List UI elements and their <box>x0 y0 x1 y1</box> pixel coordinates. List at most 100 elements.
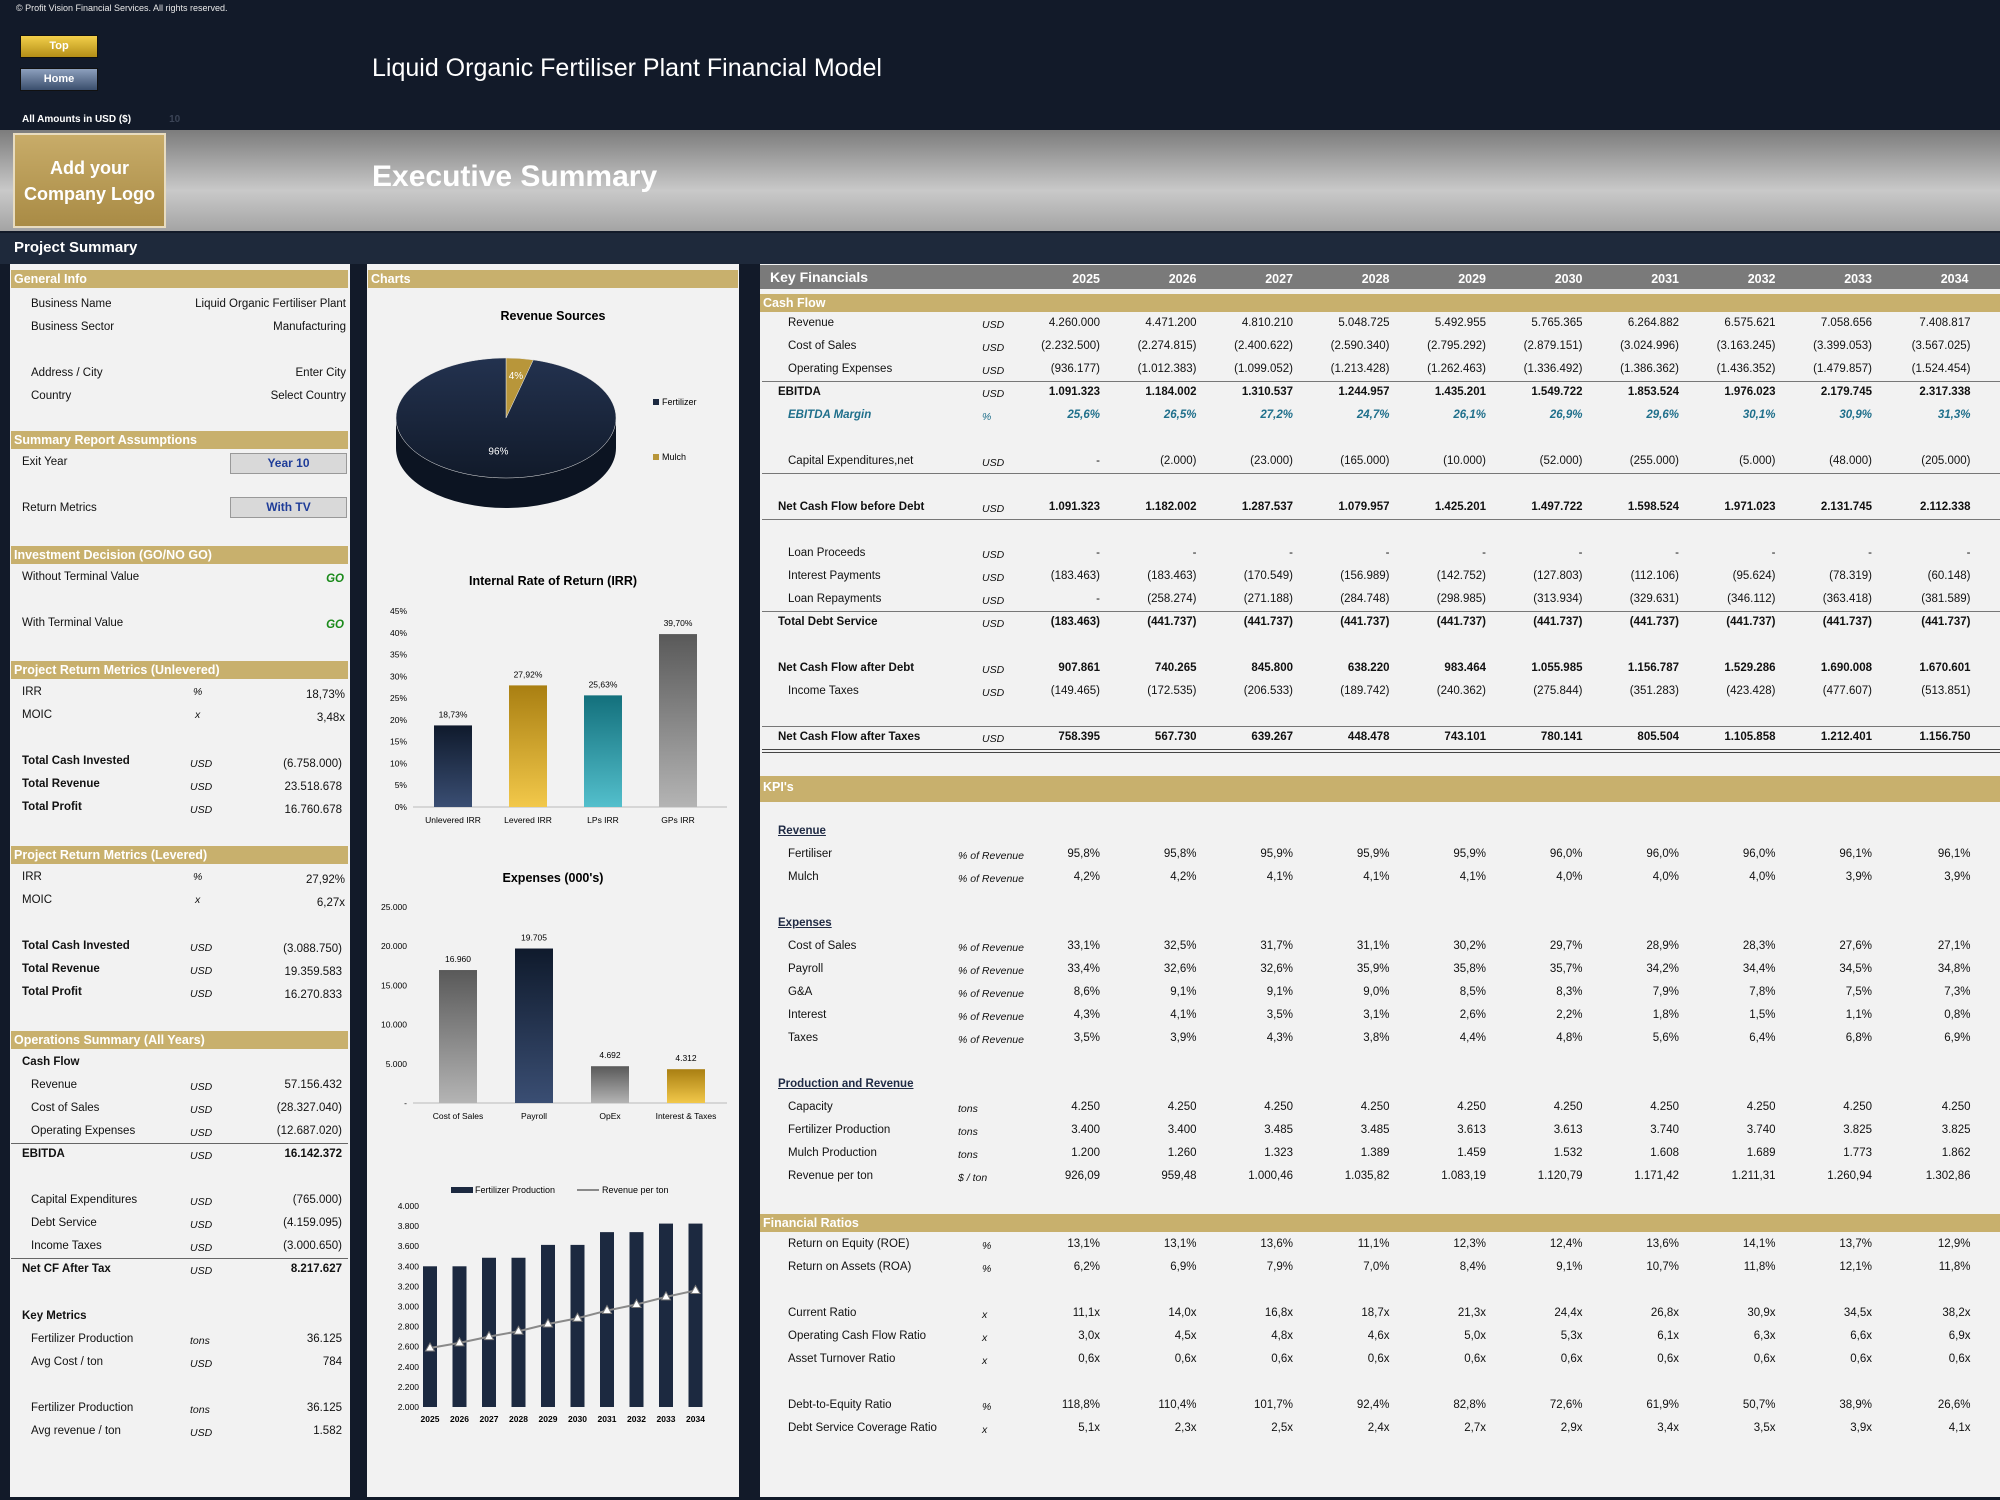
kf-row-label: Operating Cash Flow Ratio <box>788 1330 927 1342</box>
kf-cell: 33,4% <box>1067 963 1100 975</box>
kf-cell: 0,6x <box>1560 1353 1583 1365</box>
top-button[interactable]: Top <box>20 35 98 58</box>
production-chart-ytick: 2.000 <box>398 1402 420 1412</box>
kf-row-unit: % of Revenue <box>958 850 1024 862</box>
kf-cell: 1.156.787 <box>1627 662 1679 674</box>
kf-cell: (271.188) <box>1243 593 1293 605</box>
kf-cell: (112.106) <box>1630 570 1679 582</box>
kf-cell: 12,3% <box>1453 1238 1486 1250</box>
kf-cell: 28,9% <box>1646 940 1679 952</box>
kf-cell: 95,8% <box>1067 848 1100 860</box>
production-category-label: 2034 <box>686 1414 705 1424</box>
kf-cell: 1.260,94 <box>1827 1170 1872 1182</box>
kf-cell: 13,7% <box>1839 1238 1872 1250</box>
year-header: 2034 <box>1940 272 1969 286</box>
address-value[interactable]: Enter City <box>295 367 347 379</box>
production-bar <box>659 1223 673 1407</box>
page-title: Executive Summary <box>372 160 658 193</box>
irr-chart-data-label: 27,92% <box>514 669 543 679</box>
operations-header: Operations Summary (All Years) <box>11 1031 348 1049</box>
revenue-per-ton-marker <box>454 1336 465 1347</box>
kf-cell: 1.260 <box>1167 1147 1197 1159</box>
kf-cell: 6,4% <box>1749 1032 1776 1044</box>
ops-row-unit: USD <box>190 1150 213 1162</box>
kf-row-label: Net Cash Flow before Debt <box>778 501 925 513</box>
kf-divider <box>762 611 2000 612</box>
kf-row-unit: USD <box>982 618 1005 630</box>
kf-cell: 3,9x <box>1850 1422 1872 1434</box>
year-header: 2029 <box>1458 272 1486 286</box>
kf-cell: (156.989) <box>1340 570 1390 582</box>
kf-cell: 0,6x <box>1657 1353 1679 1365</box>
company-logo-placeholder[interactable]: Add your Company Logo <box>13 133 166 228</box>
kf-cell: 31,7% <box>1260 940 1293 952</box>
kf-cell: 4,6x <box>1367 1330 1390 1342</box>
kf-cell: 1,8% <box>1652 1009 1679 1021</box>
country-value[interactable]: Select Country <box>270 390 346 402</box>
logo-line-2: Company Logo <box>24 183 155 204</box>
kf-cell: 11,8% <box>1938 1261 1971 1273</box>
kf-cell: 8,5% <box>1459 986 1486 998</box>
levered-irr-unit: % <box>193 871 203 883</box>
kf-cell: (255.000) <box>1629 455 1679 467</box>
kf-cell: 1.690.008 <box>1820 662 1872 674</box>
kf-cell: 3,0x <box>1078 1330 1100 1342</box>
kf-cell: 7,5% <box>1845 986 1872 998</box>
kf-cell: 4.250 <box>1167 1101 1197 1113</box>
kf-cell: 101,7% <box>1253 1399 1293 1411</box>
revenue-per-ton-marker <box>660 1290 672 1301</box>
year-header: 2031 <box>1651 272 1679 286</box>
kf-cell: (284.748) <box>1340 593 1390 605</box>
kf-cell: - <box>1578 547 1583 559</box>
kf-row-label: Interest <box>788 1009 827 1021</box>
return-metrics-select[interactable]: With TV <box>230 497 347 518</box>
kf-row-label: Production and Revenue <box>778 1078 914 1090</box>
kf-cell: 4.250 <box>1843 1101 1872 1113</box>
kf-cell: - <box>1096 455 1100 467</box>
kf-cell: (52.000) <box>1539 455 1583 467</box>
irr-chart-ytick: 10% <box>390 758 407 768</box>
exit-year-label: Exit Year <box>22 456 68 468</box>
kf-row-label: Capital Expenditures,net <box>788 455 914 467</box>
kf-row-unit: x <box>982 1355 988 1367</box>
kf-cell: 805.504 <box>1637 731 1679 743</box>
key-financials-panel <box>760 264 2000 1497</box>
kf-cell: 3,9% <box>1944 871 1971 883</box>
kf-cell: 18,7x <box>1361 1307 1390 1319</box>
production-legend-swatch <box>451 1187 473 1193</box>
ops-row-unit: USD <box>190 1219 213 1231</box>
kf-cell: (346.112) <box>1727 593 1776 605</box>
irr-chart-category-label: LPs IRR <box>587 815 619 825</box>
business-name-value[interactable]: Liquid Organic Fertiliser Plant <box>195 298 346 310</box>
levered-irr-label: IRR <box>22 871 42 883</box>
year-header: 2026 <box>1168 272 1197 286</box>
kf-cell: 7,9% <box>1266 1261 1293 1273</box>
kf-cell: 1.000,46 <box>1248 1170 1293 1182</box>
production-chart-ytick: 2.800 <box>398 1322 420 1332</box>
home-button[interactable]: Home <box>20 68 98 91</box>
kf-cell: 10,7% <box>1646 1261 1679 1273</box>
kf-cell: 8,4% <box>1459 1261 1486 1273</box>
unlevered-tci-value: (6.758.000) <box>283 758 342 770</box>
business-sector-value[interactable]: Manufacturing <box>273 321 346 333</box>
kf-cell: 780.141 <box>1540 731 1583 743</box>
kf-cell: 35,8% <box>1453 963 1486 975</box>
kf-cell: (1.386.362) <box>1620 363 1679 375</box>
kf-cell: 1.598.524 <box>1627 501 1679 513</box>
currency-label: All Amounts in USD ($) <box>22 114 132 125</box>
ops-row-label: Capital Expenditures <box>31 1194 138 1206</box>
kf-cell: 4,0% <box>1652 871 1679 883</box>
kf-cell: (381.589) <box>1921 593 1971 605</box>
unlevered-profit-unit: USD <box>190 804 213 816</box>
kf-cell: 1.182.002 <box>1145 501 1197 513</box>
kf-cell: 16,8x <box>1264 1307 1293 1319</box>
kf-row-unit: x <box>982 1424 988 1436</box>
kf-cell: 61,9% <box>1646 1399 1679 1411</box>
levered-header: Project Return Metrics (Levered) <box>11 846 348 864</box>
year-header: 2027 <box>1265 272 1293 286</box>
ops-row-value: (28.327.040) <box>276 1102 342 1114</box>
kf-cell: 27,2% <box>1260 409 1293 421</box>
exit-year-select[interactable]: Year 10 <box>230 453 347 474</box>
kf-row-label: Operating Expenses <box>788 363 893 375</box>
kf-cell: (1.479.857) <box>1813 363 1872 375</box>
